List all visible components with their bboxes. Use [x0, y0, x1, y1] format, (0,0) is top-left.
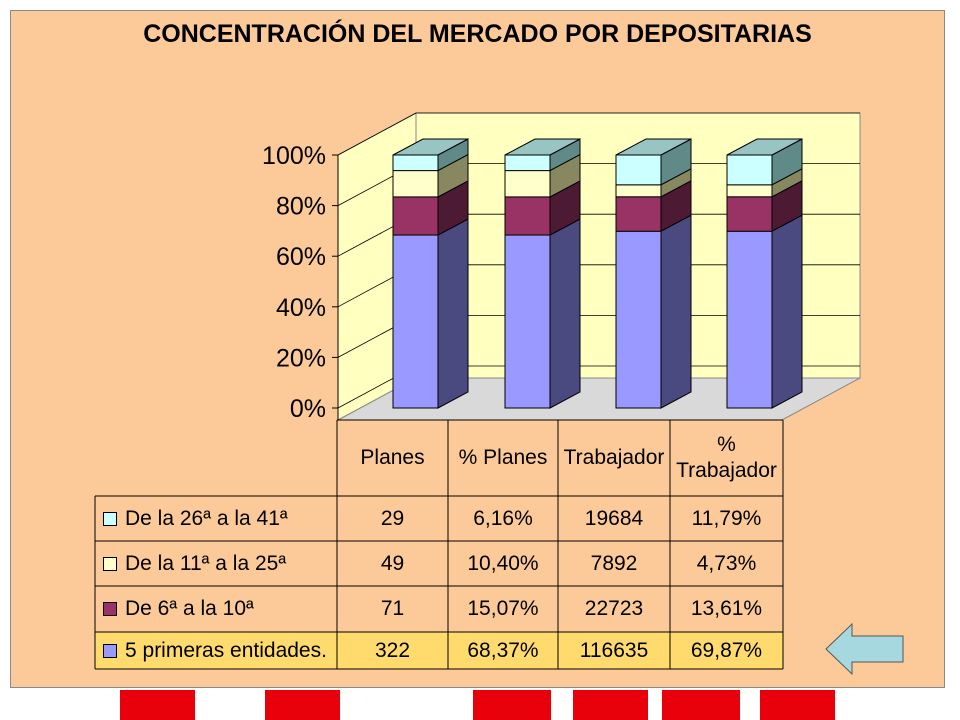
table-row-label: De 6ª a la 10ª — [103, 586, 335, 632]
table-cell: 49 — [380, 551, 405, 575]
bar-segment-2-2 — [615, 184, 662, 198]
bar-segment-3-0 — [392, 154, 439, 172]
table-cell: 10,40% — [467, 551, 539, 575]
bar-segment-1-2 — [615, 196, 662, 232]
table-cell: 19684 — [584, 506, 644, 530]
table-cell: 29 — [380, 506, 405, 530]
highlight-band — [95, 632, 783, 669]
table-cell: 22723 — [584, 597, 644, 620]
table-cell: 4,73% — [696, 551, 757, 575]
legend-label: De la 11ª a la 25ª — [125, 551, 287, 575]
bar-segment-2-1 — [504, 170, 551, 198]
bar-segment-2-0 — [392, 170, 439, 198]
bar-side-0-0 — [437, 218, 469, 409]
decor-block — [760, 690, 835, 720]
page-title: CONCENTRACIÓN DEL MERCADO POR DEPOSITARI… — [143, 20, 812, 48]
bar-segment-0-0 — [392, 234, 439, 409]
table-cell: 69,87% — [690, 638, 763, 662]
bar-segment-3-2 — [615, 154, 662, 186]
table-column-header: % Trabajador — [676, 433, 777, 482]
bar-segment-3-3 — [726, 154, 773, 186]
legend-swatch — [103, 602, 117, 616]
decor-block — [662, 690, 740, 720]
table-cell: 116635 — [579, 638, 649, 662]
table-cell: 7892 — [590, 551, 638, 575]
bar-top-3 — [726, 138, 803, 156]
legend-swatch — [103, 643, 117, 658]
gridline — [337, 112, 860, 156]
bar-segment-1-1 — [504, 196, 551, 236]
table-cell: 6,16% — [473, 506, 533, 530]
y-tick-label: 20% — [276, 344, 326, 372]
table-row-label: 5 primeras entidades. — [103, 632, 335, 669]
bar-side-0-3 — [771, 214, 803, 409]
bar-top-2 — [615, 138, 692, 156]
y-tick-label: 80% — [276, 193, 326, 221]
table-column-header: Planes — [360, 446, 425, 469]
table-cell: 13,61% — [690, 597, 763, 620]
bar-segment-0-3 — [726, 230, 773, 409]
decor-block — [265, 690, 340, 720]
table-column-header: Trabajador — [563, 446, 665, 469]
bar-segment-3-1 — [504, 154, 551, 172]
table-row-label: De la 11ª a la 25ª — [103, 541, 335, 586]
bar-top-1 — [504, 138, 581, 156]
legend-label: De 6ª a la 10ª — [125, 597, 254, 620]
bar-side-0-1 — [549, 218, 581, 409]
table-column-header: % Planes — [458, 446, 548, 469]
bar-segment-2-3 — [726, 184, 773, 198]
bar-side-0-2 — [660, 214, 692, 409]
bar-segment-0-1 — [504, 234, 551, 409]
decor-block — [473, 690, 551, 720]
legend-swatch — [103, 511, 117, 526]
bar-segment-1-3 — [726, 196, 773, 232]
left-arrow-icon[interactable] — [825, 622, 904, 676]
y-tick-label: 60% — [276, 243, 326, 271]
bar-segment-0-2 — [615, 230, 662, 409]
y-tick-label: 40% — [276, 294, 326, 322]
bar-top-0 — [392, 138, 469, 156]
bar-segment-1-0 — [392, 196, 439, 236]
table-cell: 15,07% — [467, 597, 539, 620]
table-row-label: De la 26ª a la 41ª — [103, 496, 335, 541]
y-tick-label: 0% — [290, 395, 326, 423]
table-cell: 322 — [374, 638, 411, 662]
legend-label: De la 26ª a la 41ª — [125, 506, 288, 530]
decor-block — [573, 690, 648, 720]
legend-swatch — [103, 556, 117, 571]
table-cell: 11,79% — [691, 506, 762, 530]
y-tick-label: 100% — [262, 142, 326, 170]
table-cell: 68,37% — [467, 638, 539, 662]
table-cell: 71 — [380, 597, 405, 620]
decor-block — [120, 690, 195, 720]
legend-label: 5 primeras entidades. — [125, 638, 327, 662]
